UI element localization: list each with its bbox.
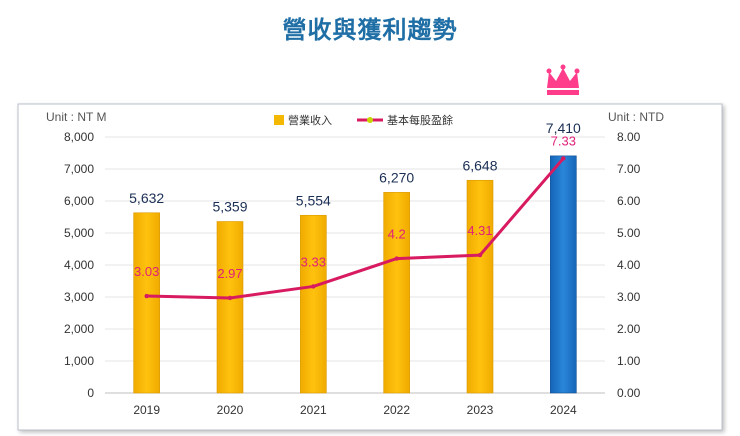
- left-unit-label: Unit : NT M: [46, 110, 106, 124]
- left-axis-ticks: 0 1,000 2,000 3,000 4,000 5,000 6,000 7,000 8,00…: [64, 130, 94, 400]
- left-tick-label: 5,000: [64, 226, 94, 240]
- legend-revenue-swatch: [274, 115, 284, 125]
- legend-eps-label: 基本每股盈餘: [387, 113, 453, 127]
- eps-label-2024: 7.33: [551, 133, 576, 148]
- eps-label-2019: 3.03: [134, 264, 159, 279]
- right-tick-label: 2.00: [617, 322, 641, 336]
- left-tick-label: 6,000: [64, 194, 94, 208]
- eps-point-2023: [477, 252, 483, 258]
- revenue-bar-2022: [383, 192, 410, 394]
- eps-line-group: [144, 156, 566, 301]
- right-tick-label: 7.00: [617, 162, 641, 176]
- eps-point-2024: [561, 156, 566, 161]
- left-tick-label: 7,000: [64, 162, 94, 176]
- x-tick-label-2019: 2019: [133, 403, 160, 417]
- left-tick-label: 8,000: [64, 130, 94, 144]
- revenue-bar-2021: [300, 214, 327, 394]
- right-tick-label: 1.00: [617, 354, 641, 368]
- eps-point-2019: [144, 293, 149, 299]
- legend-eps-marker: [367, 117, 373, 123]
- x-tick-label-2022: 2022: [383, 403, 410, 417]
- right-tick-label: 5.00: [617, 226, 641, 240]
- x-tick-label-2023: 2023: [467, 403, 494, 417]
- x-tick-label-2024: 2024: [550, 403, 577, 417]
- revenue-bars: [133, 155, 577, 394]
- eps-point-2021: [311, 284, 316, 289]
- left-tick-label: 1,000: [64, 354, 94, 368]
- eps-label-2020: 2.97: [217, 266, 242, 281]
- x-tick-label-2020: 2020: [217, 403, 244, 417]
- left-tick-label: 3,000: [64, 290, 94, 304]
- eps-label-2022: 4.2: [388, 227, 406, 242]
- eps-point-2020: [227, 295, 233, 301]
- left-tick-label: 0: [87, 386, 94, 400]
- revenue-bar-2020: [216, 221, 244, 394]
- revenue-bar-2023: [466, 179, 494, 394]
- eps-point-2022: [394, 256, 399, 261]
- revenue-label-2019: 5,632: [129, 190, 164, 206]
- right-axis-ticks: 0.00 1.00 2.00 3.00 4.00 5.00 6.00 7.00 8.00: [617, 130, 641, 400]
- left-tick-label: 4,000: [64, 258, 94, 272]
- right-unit-label: Unit : NTD: [608, 110, 664, 124]
- eps-label-2021: 3.33: [301, 254, 326, 269]
- eps-labels: 3.03 2.97 3.33 4.2 4.31 7.33: [134, 133, 576, 281]
- crown-icon: [546, 64, 580, 95]
- right-tick-label: 8.00: [617, 130, 641, 144]
- revenue-label-2021: 5,554: [296, 192, 331, 208]
- gridlines: [105, 136, 605, 394]
- revenue-label-2020: 5,359: [212, 199, 247, 215]
- right-tick-label: 4.00: [617, 258, 641, 272]
- revenue-label-2024: 7,410: [546, 120, 581, 136]
- x-axis-ticks: 2019 2020 2021 2022 2023 2024: [133, 403, 577, 417]
- right-tick-label: 0.00: [617, 386, 641, 400]
- eps-line: [145, 156, 565, 300]
- revenue-label-2022: 6,270: [379, 169, 414, 185]
- right-tick-label: 6.00: [617, 194, 641, 208]
- x-tick-label-2021: 2021: [300, 403, 327, 417]
- chart-title: 營收與獲利趨勢: [282, 16, 458, 44]
- eps-label-2023: 4.31: [467, 223, 492, 238]
- legend-revenue-label: 營業收入: [288, 113, 332, 127]
- revenue-labels: 5,632 5,359 5,554 6,270 6,648 7,410: [129, 120, 581, 215]
- left-tick-label: 2,000: [64, 322, 94, 336]
- revenue-label-2023: 6,648: [462, 157, 497, 173]
- legend: 營業收入 基本每股盈餘: [274, 113, 453, 127]
- revenue-bar-2024: [550, 155, 577, 394]
- revenue-bar-2019: [133, 212, 160, 394]
- right-tick-label: 3.00: [617, 290, 641, 304]
